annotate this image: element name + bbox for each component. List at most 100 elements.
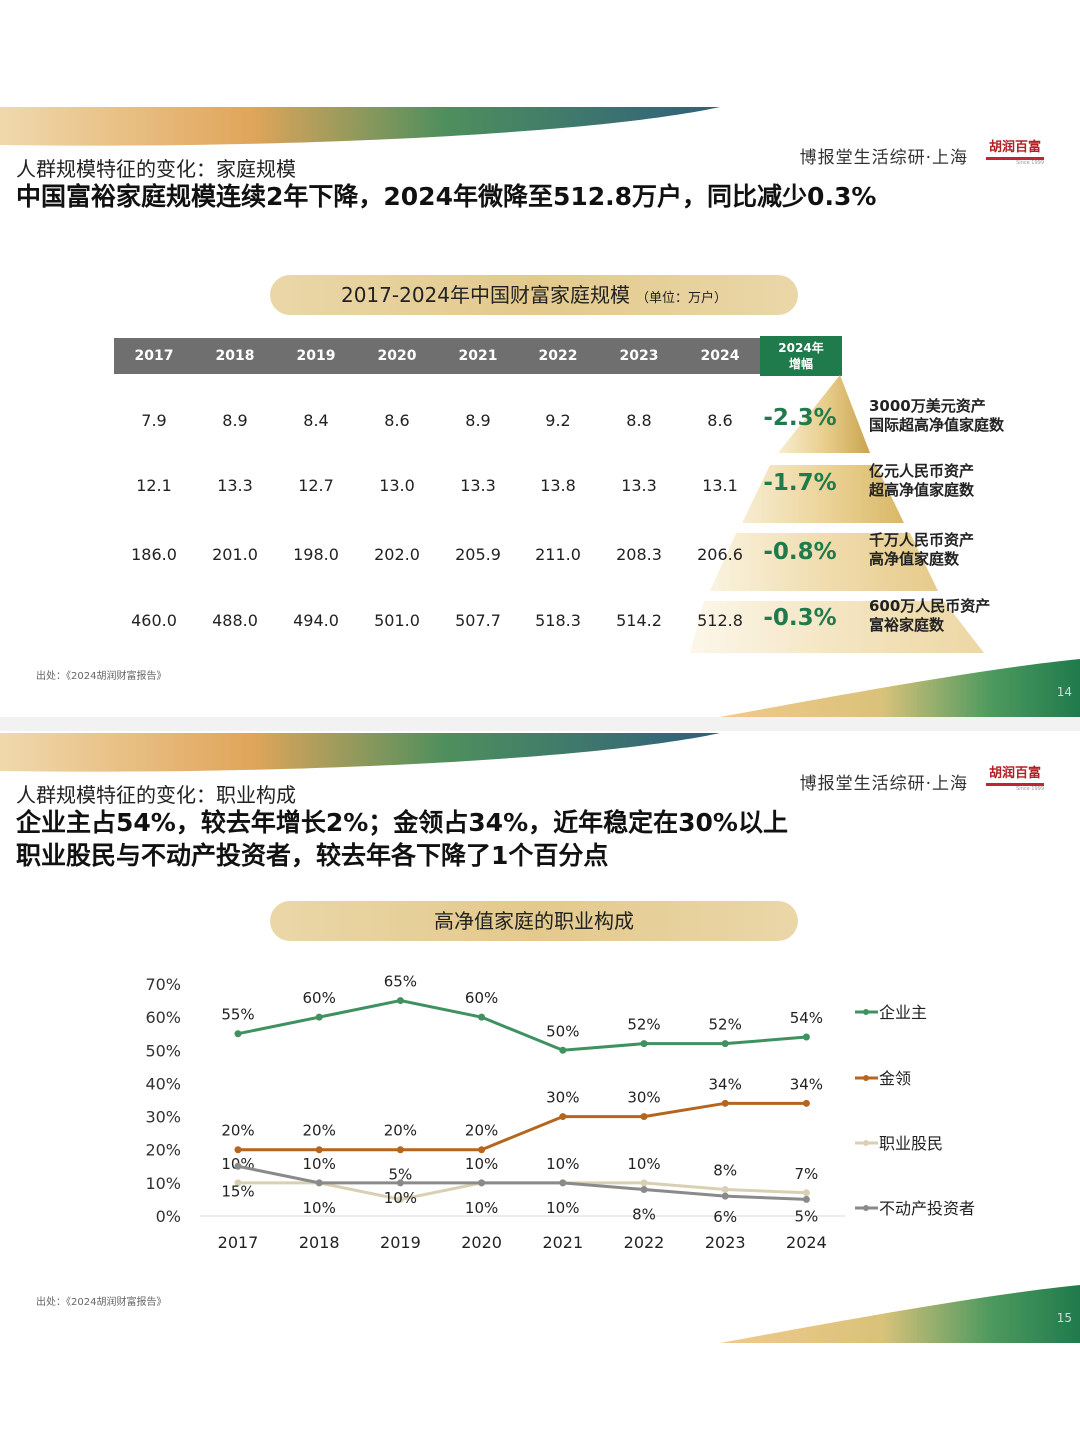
series-point xyxy=(802,1033,810,1041)
series-point xyxy=(640,1179,648,1187)
series-point xyxy=(234,1146,242,1154)
tier-label-line: 600万人民币资产 xyxy=(869,597,991,615)
legend-label: 职业股民 xyxy=(879,1134,943,1153)
data-label: 15% xyxy=(221,1182,254,1200)
data-label: 10% xyxy=(627,1155,660,1173)
legend-marker xyxy=(863,1075,869,1081)
top-gradient-bar xyxy=(0,107,720,146)
x-tick-label: 2022 xyxy=(624,1233,665,1252)
data-label: 65% xyxy=(384,973,417,991)
table-cell: 8.4 xyxy=(303,411,329,430)
data-label: 10% xyxy=(546,1155,579,1173)
table-cell: 206.6 xyxy=(697,545,743,564)
data-label: 54% xyxy=(790,1009,823,1027)
series-point xyxy=(721,1040,729,1048)
column-header: 2019 xyxy=(296,348,336,364)
chart-title-pill: 高净值家庭的职业构成 xyxy=(270,901,798,941)
table-cell: 13.8 xyxy=(540,476,576,495)
change-header-line: 2024年 xyxy=(778,341,824,355)
pyramid-tier-1 xyxy=(778,375,870,453)
page-number: 14 xyxy=(1056,685,1072,699)
column-header: 2021 xyxy=(458,348,498,364)
slide-occupation: 博报堂生活综研·上海 胡润百富 Since 1999 人群规模特征的变化：职业构… xyxy=(0,731,1080,1343)
table-cell: 198.0 xyxy=(293,545,339,564)
series-point xyxy=(559,1046,567,1054)
x-tick-label: 2023 xyxy=(705,1233,746,1252)
y-tick-label: 0% xyxy=(156,1207,181,1226)
x-tick-label: 2021 xyxy=(542,1233,583,1252)
logo-underline xyxy=(986,157,1044,160)
table-cell: 13.0 xyxy=(379,476,415,495)
chart-title: 高净值家庭的职业构成 xyxy=(434,909,634,933)
tier-label: 600万人民币资产 富裕家庭数 xyxy=(869,597,990,635)
table-cell: 507.7 xyxy=(455,611,501,630)
column-header: 2024 xyxy=(700,348,740,364)
logo-since: Since 1999 xyxy=(1016,786,1044,792)
series-point xyxy=(640,1113,648,1121)
top-gradient-bar xyxy=(0,733,720,772)
data-label: 60% xyxy=(303,989,336,1007)
series-point xyxy=(802,1195,810,1203)
table-cell: 12.7 xyxy=(298,476,334,495)
data-label: 30% xyxy=(627,1089,660,1107)
hurun-logo: 胡润百富 Since 1999 xyxy=(986,141,1044,167)
source-note: 出处：《2024胡润财富报告》 xyxy=(36,671,167,682)
slide-headline-line-1: 企业主占54%，较去年增长2%；金领占34%，近年稳定在30%以上 xyxy=(16,808,788,837)
tier-label: 3000万美元资产 国际超高净值家庭数 xyxy=(869,397,1004,435)
y-tick-label: 10% xyxy=(145,1174,181,1193)
change-header-line: 增幅 xyxy=(788,357,813,371)
table-cell: 13.1 xyxy=(702,476,738,495)
data-label: 34% xyxy=(709,1075,742,1093)
data-label: 10% xyxy=(546,1199,579,1217)
table-cell: 208.3 xyxy=(616,545,662,564)
table-cell: 13.3 xyxy=(621,476,657,495)
data-label: 20% xyxy=(303,1122,336,1140)
y-tick-label: 70% xyxy=(145,975,181,994)
slide-headline-line-2: 职业股民与不动产投资者，较去年各下降了1个百分点 xyxy=(16,841,609,870)
table-title: 2017-2024年中国财富家庭规模 xyxy=(340,283,630,307)
table-cell: 8.8 xyxy=(626,411,652,430)
data-label: 10% xyxy=(465,1155,498,1173)
legend-marker xyxy=(863,1140,869,1146)
data-label: 55% xyxy=(221,1006,254,1024)
series-point xyxy=(396,1195,404,1203)
data-label: 7% xyxy=(795,1165,819,1183)
table-cell: 518.3 xyxy=(535,611,581,630)
series-point xyxy=(234,1179,242,1187)
tier-label-line: 超高净值家庭数 xyxy=(869,481,975,499)
tier-label-line: 高净值家庭数 xyxy=(869,550,960,568)
series-point xyxy=(234,1030,242,1038)
column-header: 2018 xyxy=(215,348,255,364)
pyramid-tier-2 xyxy=(742,465,904,523)
data-label: 60% xyxy=(465,989,498,1007)
series-point xyxy=(315,1146,323,1154)
logo-text: 胡润百富 xyxy=(988,766,1041,781)
x-tick-label: 2024 xyxy=(786,1233,827,1252)
series-point xyxy=(315,1179,323,1187)
series-point xyxy=(559,1179,567,1187)
slide-separator xyxy=(0,717,1080,731)
y-tick-label: 50% xyxy=(145,1041,181,1060)
data-label: 8% xyxy=(713,1161,737,1179)
tier-label: 亿元人民币资产 超高净值家庭数 xyxy=(869,462,974,500)
y-tick-label: 20% xyxy=(145,1141,181,1160)
tier-label-line: 亿元人民币资产 xyxy=(869,462,975,480)
x-tick-label: 2017 xyxy=(218,1233,259,1252)
tier-label-line: 富裕家庭数 xyxy=(869,616,945,634)
change-percent: -0.3% xyxy=(763,605,837,631)
y-tick-label: 60% xyxy=(145,1008,181,1027)
data-label: 5% xyxy=(795,1207,819,1225)
logo-since: Since 1999 xyxy=(1016,160,1044,166)
series-point xyxy=(721,1099,729,1107)
series-line-1 xyxy=(238,1101,807,1152)
x-tick-label: 2018 xyxy=(299,1233,340,1252)
data-label: 10% xyxy=(384,1189,417,1207)
table-cell: 205.9 xyxy=(455,545,501,564)
legend-marker xyxy=(863,1205,869,1211)
series-point xyxy=(478,1179,486,1187)
table-cell: 460.0 xyxy=(131,611,177,630)
y-tick-label: 40% xyxy=(145,1074,181,1093)
data-label: 52% xyxy=(627,1016,660,1034)
series-point xyxy=(802,1099,810,1107)
data-label: 50% xyxy=(546,1022,579,1040)
